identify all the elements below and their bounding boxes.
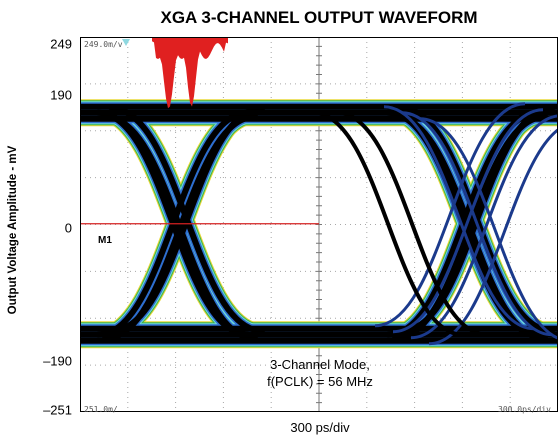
grid <box>80 37 558 412</box>
x-axis-label: 300 ps/div <box>290 420 350 435</box>
y-tick-label: 249 <box>50 36 72 52</box>
eye-trace <box>419 117 558 340</box>
eye-trace <box>410 114 558 340</box>
trigger-marker <box>122 39 130 46</box>
eye-traces <box>80 99 558 349</box>
eye-trace <box>336 110 488 337</box>
chart-title: XGA 3-CHANNEL OUTPUT WAVEFORM <box>160 8 478 27</box>
y-tick-label: 190 <box>50 87 72 103</box>
marker-label: M1 <box>98 235 112 246</box>
eye-diagram-plot <box>80 37 558 412</box>
y-tick-label: –251 <box>43 402 72 418</box>
scope-offset-label: 251.0m/ <box>84 405 118 414</box>
y-tick-label: 0 <box>64 220 72 236</box>
eye-trace <box>374 102 526 328</box>
y-tick-label: –190 <box>43 353 72 369</box>
annotation-line: 3-Channel Mode, <box>270 357 370 372</box>
y-axis-label: Output Voltage Amplitude - mV <box>7 145 19 315</box>
jitter-histogram <box>152 37 228 109</box>
annotation: 3-Channel Mode, f(PCLK) = 56 MHz <box>230 356 410 390</box>
eye-trace <box>312 110 464 337</box>
scope-timebase-label: 300.0ps/div <box>498 405 551 414</box>
eye-trace <box>383 105 535 331</box>
eye-trace <box>392 108 544 334</box>
annotation-line: f(PCLK) = 56 MHz <box>267 374 373 389</box>
scope-scale-label: 249.0m/v <box>84 40 123 49</box>
eye-trace <box>401 111 553 337</box>
histogram <box>122 37 228 109</box>
